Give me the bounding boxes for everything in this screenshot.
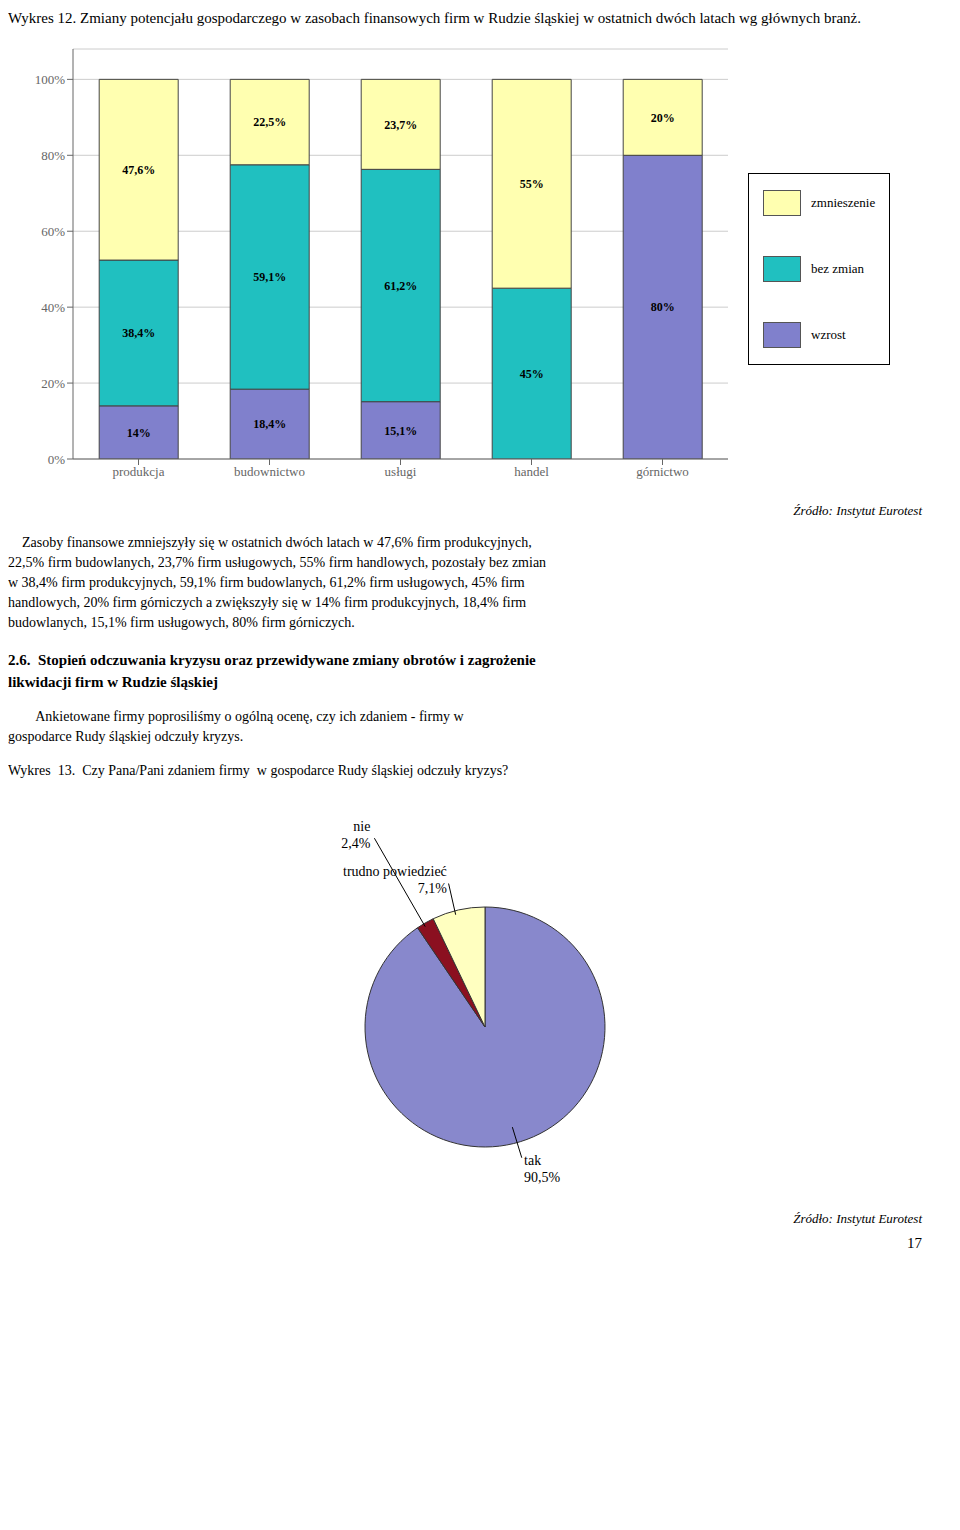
html-text:zmnieszenie: zmnieszenie — [811, 195, 876, 210]
svg-text:0%: 0% — [48, 452, 66, 467]
svg-text:trudno powiedzieć7,1%: trudno powiedzieć7,1% — [343, 864, 447, 896]
html-text:22,5% firm budowlanych, 23,7%: 22,5% firm budowlanych, 23,7% firm usług… — [8, 555, 547, 570]
html-text:Wykres 12. Zmiany potencjału g: Wykres 12. Zmiany potencjału gospodarcze… — [8, 10, 861, 26]
svg-text:55%: 55% — [520, 177, 544, 191]
svg-text:80%: 80% — [651, 300, 675, 314]
svg-text:100%: 100% — [35, 72, 66, 87]
html-text:Wykres 13. Czy Pana/Pani zdani: Wykres 13. Czy Pana/Pani zdaniem firmy w… — [8, 763, 509, 778]
svg-text:38,4%: 38,4% — [122, 326, 155, 340]
svg-text:80%: 80% — [41, 148, 65, 163]
html-text:Zasoby finansowe zmniejszyły s: Zasoby finansowe zmniejszyły się w ostat… — [8, 535, 532, 550]
html-text:bez zmian: bez zmian — [811, 261, 865, 276]
svg-text:tak90,5%: tak90,5% — [524, 1153, 561, 1185]
html-text:wzrost: wzrost — [811, 327, 846, 342]
svg-text:22,5%: 22,5% — [253, 115, 286, 129]
svg-text:47,6%: 47,6% — [122, 163, 155, 177]
svg-text:20%: 20% — [41, 376, 65, 391]
svg-text:usługi: usługi — [385, 464, 417, 479]
html-text:budowlanych, 15,1% firm usługo: budowlanych, 15,1% firm usługowych, 80% … — [8, 615, 355, 630]
html-text:gospodarce Rudy śląskiej odczu: gospodarce Rudy śląskiej odczuły kryzys. — [8, 729, 244, 744]
html-text:Źródło: Instytut Eurotest: Źródło: Instytut Eurotest — [793, 1211, 922, 1226]
svg-text:18,4%: 18,4% — [253, 417, 286, 431]
html-text:handlowych, 20% firm górniczyc: handlowych, 20% firm górniczych a zwięks… — [8, 595, 527, 610]
html-text:2.6. Stopień odczuwania kryzys: 2.6. Stopień odczuwania kryzysu oraz prz… — [8, 652, 536, 668]
svg-text:15,1%: 15,1% — [384, 424, 417, 438]
svg-text:45%: 45% — [520, 367, 544, 381]
html-text:likwidacji firm w Rudzie śląsk: likwidacji firm w Rudzie śląskiej — [8, 674, 218, 690]
html-text:17: 17 — [907, 1235, 922, 1251]
svg-text:60%: 60% — [41, 224, 65, 239]
svg-text:handel: handel — [514, 464, 549, 479]
svg-text:14%: 14% — [127, 426, 151, 440]
svg-text:nie2,4%: nie2,4% — [341, 819, 371, 851]
svg-text:61,2%: 61,2% — [384, 279, 417, 293]
svg-text:budownictwo: budownictwo — [234, 464, 305, 479]
svg-text:40%: 40% — [41, 300, 65, 315]
html-text:w 38,4% firm produkcyjnych, 59: w 38,4% firm produkcyjnych, 59,1% firm b… — [8, 575, 525, 590]
html-text:Ankietowane firmy poprosiliśmy: Ankietowane firmy poprosiliśmy o ogólną … — [8, 709, 464, 724]
svg-text:20%: 20% — [651, 111, 675, 125]
svg-text:59,1%: 59,1% — [253, 270, 286, 284]
svg-text:produkcja: produkcja — [113, 464, 165, 479]
svg-text:23,7%: 23,7% — [384, 118, 417, 132]
html-text:Źródło: Instytut Eurotest: Źródło: Instytut Eurotest — [793, 503, 922, 518]
svg-text:górnictwo: górnictwo — [636, 464, 689, 479]
